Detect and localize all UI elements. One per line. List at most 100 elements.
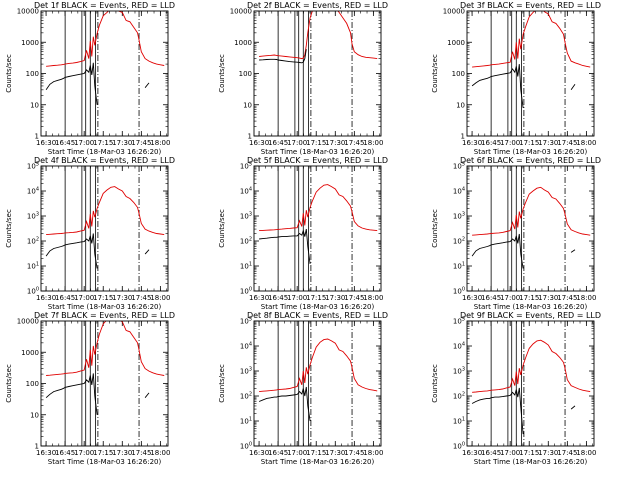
y-tick-label: 1000 — [21, 39, 39, 47]
y-tick-label: 105 — [453, 317, 465, 326]
x-tick-label: 18:00 — [150, 449, 170, 457]
series-lld-line — [259, 11, 378, 60]
y-tick-label: 100 — [26, 380, 39, 388]
x-tick-label: 17:30 — [538, 139, 558, 147]
x-tick-label: 17:15 — [306, 139, 326, 147]
y-tick-label: 103 — [453, 367, 465, 376]
x-tick-label: 17:45 — [557, 139, 577, 147]
x-tick-label: 16:30 — [249, 139, 269, 147]
x-tick-label: 17:15 — [93, 294, 113, 302]
x-tick-label: 17:00 — [500, 139, 520, 147]
x-axis-label: Start Time (18-Mar-03 16:26:20) — [48, 458, 162, 466]
x-tick-label: 16:30 — [462, 449, 482, 457]
x-tick-label: 17:30 — [325, 449, 345, 457]
plot-frame — [253, 10, 382, 137]
x-tick-label: 16:30 — [462, 294, 482, 302]
panel-det-6: Det 6f BLACK = Events, RED = LLD Counts/s… — [431, 156, 601, 311]
y-tick-label: 104 — [453, 187, 465, 196]
x-tick-label: 17:00 — [287, 139, 307, 147]
y-tick-label: 104 — [27, 187, 39, 196]
y-tick-label: 1 — [35, 133, 39, 141]
y-tick-label: 1 — [461, 133, 465, 141]
x-tick-label: 16:30 — [249, 294, 269, 302]
y-tick-label: 10000 — [230, 8, 252, 16]
series-events-line — [259, 49, 307, 64]
y-tick-label: 103 — [27, 212, 39, 221]
panel-title: Det 6f BLACK = Events, RED = LLD — [460, 156, 601, 165]
x-tick-label: 18:00 — [363, 139, 383, 147]
x-tick-label: 17:15 — [519, 449, 539, 457]
y-tick-label: 101 — [453, 262, 465, 271]
y-tick-label: 10000 — [443, 8, 465, 16]
y-axis-label: Counts/sec — [431, 54, 439, 93]
x-tick-label: 16:45 — [481, 139, 501, 147]
x-tick-label: 16:30 — [36, 294, 56, 302]
x-tick-label: 18:00 — [363, 294, 383, 302]
x-tick-label: 17:45 — [344, 294, 364, 302]
x-axis-label: Start Time (18-Mar-03 16:26:20) — [474, 303, 588, 311]
y-axis-label: Counts/sec — [218, 364, 226, 403]
y-tick-label: 100 — [240, 442, 252, 451]
panel-title: Det 8f BLACK = Events, RED = LLD — [247, 311, 388, 320]
series-events-line — [471, 233, 576, 269]
y-tick-label: 101 — [240, 417, 252, 426]
y-tick-label: 105 — [240, 162, 252, 171]
x-tick-label: 18:00 — [150, 294, 170, 302]
x-tick-label: 17:00 — [74, 139, 94, 147]
x-tick-label: 18:00 — [150, 139, 170, 147]
x-tick-label: 17:00 — [74, 294, 94, 302]
y-tick-label: 10000 — [17, 318, 39, 326]
x-tick-label: 16:45 — [268, 139, 288, 147]
y-tick-label: 1000 — [234, 39, 252, 47]
y-tick-label: 100 — [452, 70, 465, 78]
plot-frame — [40, 165, 169, 292]
y-axis-label: Counts/sec — [431, 364, 439, 403]
y-tick-label: 105 — [453, 162, 465, 171]
panel-title: Det 9f BLACK = Events, RED = LLD — [460, 311, 601, 320]
y-axis-label: Counts/sec — [431, 209, 439, 248]
y-tick-label: 1 — [35, 443, 39, 451]
x-tick-label: 17:45 — [344, 449, 364, 457]
y-axis-label: Counts/sec — [5, 54, 13, 93]
y-tick-label: 104 — [453, 342, 465, 351]
panel-title: Det 7f BLACK = Events, RED = LLD — [34, 311, 175, 320]
x-tick-label: 16:45 — [55, 449, 75, 457]
panel-det-5: Det 5f BLACK = Events, RED = LLD Counts/s… — [218, 156, 388, 311]
x-tick-label: 17:15 — [93, 139, 113, 147]
x-axis-label: Start Time (18-Mar-03 16:26:20) — [261, 303, 375, 311]
x-tick-label: 17:30 — [112, 294, 132, 302]
panel-det-3: Det 3f BLACK = Events, RED = LLD Counts/s… — [431, 1, 601, 156]
plot-frame — [40, 10, 169, 137]
y-tick-label: 10000 — [17, 8, 39, 16]
plot-frame — [466, 320, 595, 447]
series-events-line — [259, 228, 311, 265]
series-events-line — [45, 62, 150, 105]
y-tick-label: 102 — [453, 237, 465, 246]
plot-frame — [253, 165, 382, 292]
series-events-line — [45, 373, 150, 415]
panel-det-4: Det 4f BLACK = Events, RED = LLD Counts/s… — [5, 156, 175, 311]
y-tick-label: 104 — [240, 342, 252, 351]
x-tick-label: 16:30 — [36, 449, 56, 457]
x-axis-label: Start Time (18-Mar-03 16:26:20) — [48, 303, 162, 311]
x-tick-label: 16:45 — [268, 449, 288, 457]
y-tick-label: 10 — [30, 101, 39, 109]
y-tick-label: 100 — [239, 70, 252, 78]
y-tick-label: 100 — [453, 287, 465, 296]
x-tick-label: 17:00 — [500, 449, 520, 457]
x-tick-label: 17:15 — [306, 449, 326, 457]
x-tick-label: 16:45 — [481, 449, 501, 457]
x-tick-label: 16:30 — [36, 139, 56, 147]
x-tick-label: 17:00 — [287, 294, 307, 302]
plot-frame — [466, 10, 595, 137]
series-events-line — [471, 64, 576, 108]
x-tick-label: 16:45 — [55, 294, 75, 302]
y-tick-label: 1 — [248, 133, 252, 141]
x-tick-label: 17:00 — [500, 294, 520, 302]
y-tick-label: 101 — [240, 262, 252, 271]
x-tick-label: 18:00 — [576, 449, 596, 457]
x-tick-label: 16:45 — [481, 294, 501, 302]
x-tick-label: 17:45 — [557, 294, 577, 302]
plot-frame — [466, 165, 595, 292]
